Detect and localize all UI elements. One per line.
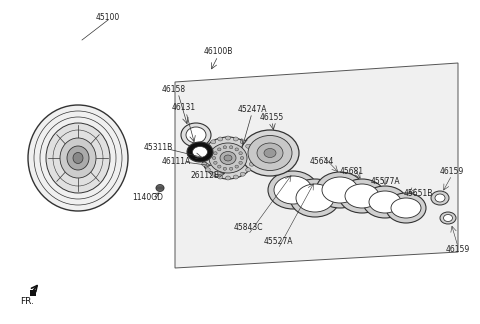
Ellipse shape xyxy=(249,150,254,154)
Text: 45577A: 45577A xyxy=(370,178,400,187)
Ellipse shape xyxy=(345,184,379,208)
Text: 46158: 46158 xyxy=(162,86,186,95)
Ellipse shape xyxy=(202,150,207,154)
Text: 46111A: 46111A xyxy=(161,157,191,167)
Ellipse shape xyxy=(186,127,206,143)
Ellipse shape xyxy=(218,137,223,141)
Ellipse shape xyxy=(60,138,96,178)
Ellipse shape xyxy=(239,152,242,155)
Ellipse shape xyxy=(223,146,227,149)
Ellipse shape xyxy=(268,171,318,209)
Text: 45644: 45644 xyxy=(310,157,334,167)
Ellipse shape xyxy=(316,172,364,208)
Ellipse shape xyxy=(226,176,230,180)
Ellipse shape xyxy=(192,146,207,157)
Text: 46100B: 46100B xyxy=(204,48,233,56)
Ellipse shape xyxy=(290,179,340,217)
Ellipse shape xyxy=(249,162,254,166)
Text: 46159: 46159 xyxy=(446,246,470,254)
Text: 46155: 46155 xyxy=(260,113,284,122)
Ellipse shape xyxy=(431,191,449,205)
Text: 46131: 46131 xyxy=(172,103,196,112)
Ellipse shape xyxy=(229,167,233,170)
Ellipse shape xyxy=(229,146,233,149)
Ellipse shape xyxy=(205,144,210,148)
Ellipse shape xyxy=(220,152,236,165)
Ellipse shape xyxy=(224,155,232,161)
Ellipse shape xyxy=(363,186,407,218)
Ellipse shape xyxy=(339,179,385,213)
Text: 45311B: 45311B xyxy=(144,144,173,153)
Ellipse shape xyxy=(187,142,213,162)
Ellipse shape xyxy=(235,148,239,151)
Ellipse shape xyxy=(73,153,83,164)
Ellipse shape xyxy=(322,177,358,203)
Ellipse shape xyxy=(211,140,216,144)
Ellipse shape xyxy=(217,148,221,151)
Ellipse shape xyxy=(251,156,255,160)
Polygon shape xyxy=(30,290,36,296)
Text: 45843C: 45843C xyxy=(233,224,263,233)
Ellipse shape xyxy=(235,165,239,168)
Ellipse shape xyxy=(264,148,276,157)
Ellipse shape xyxy=(274,176,312,204)
Text: 45247A: 45247A xyxy=(237,106,267,114)
Ellipse shape xyxy=(67,146,89,170)
Ellipse shape xyxy=(369,191,401,213)
Ellipse shape xyxy=(233,137,238,141)
Polygon shape xyxy=(175,63,458,268)
Ellipse shape xyxy=(246,168,251,172)
Ellipse shape xyxy=(296,184,334,212)
Ellipse shape xyxy=(257,143,283,163)
Ellipse shape xyxy=(391,198,421,218)
Text: 1140GD: 1140GD xyxy=(132,193,164,202)
Ellipse shape xyxy=(386,193,426,223)
Text: 45527A: 45527A xyxy=(263,237,293,247)
Ellipse shape xyxy=(233,175,238,179)
Text: 26112B: 26112B xyxy=(191,170,219,179)
Ellipse shape xyxy=(202,137,254,179)
Ellipse shape xyxy=(217,165,221,168)
Text: 45651B: 45651B xyxy=(403,190,432,199)
Text: 45100: 45100 xyxy=(96,14,120,22)
Ellipse shape xyxy=(248,135,292,170)
Ellipse shape xyxy=(444,214,453,222)
Ellipse shape xyxy=(156,184,164,191)
Ellipse shape xyxy=(435,194,445,202)
Ellipse shape xyxy=(240,156,244,159)
Ellipse shape xyxy=(181,123,211,147)
Ellipse shape xyxy=(28,105,128,211)
Ellipse shape xyxy=(211,172,216,176)
Ellipse shape xyxy=(209,143,247,173)
Ellipse shape xyxy=(226,136,230,140)
Ellipse shape xyxy=(214,161,217,164)
Ellipse shape xyxy=(46,123,110,193)
Ellipse shape xyxy=(241,130,299,176)
Ellipse shape xyxy=(202,162,207,166)
Ellipse shape xyxy=(246,144,251,148)
Ellipse shape xyxy=(212,156,216,159)
Ellipse shape xyxy=(218,175,223,179)
Ellipse shape xyxy=(205,168,210,172)
Ellipse shape xyxy=(223,167,227,170)
Ellipse shape xyxy=(239,161,242,164)
Text: 45681: 45681 xyxy=(340,168,364,177)
Ellipse shape xyxy=(240,172,245,176)
Text: 46159: 46159 xyxy=(440,168,464,177)
Ellipse shape xyxy=(201,156,205,160)
Ellipse shape xyxy=(240,140,245,144)
Ellipse shape xyxy=(440,212,456,224)
Text: FR.: FR. xyxy=(20,297,34,307)
Ellipse shape xyxy=(214,152,217,155)
